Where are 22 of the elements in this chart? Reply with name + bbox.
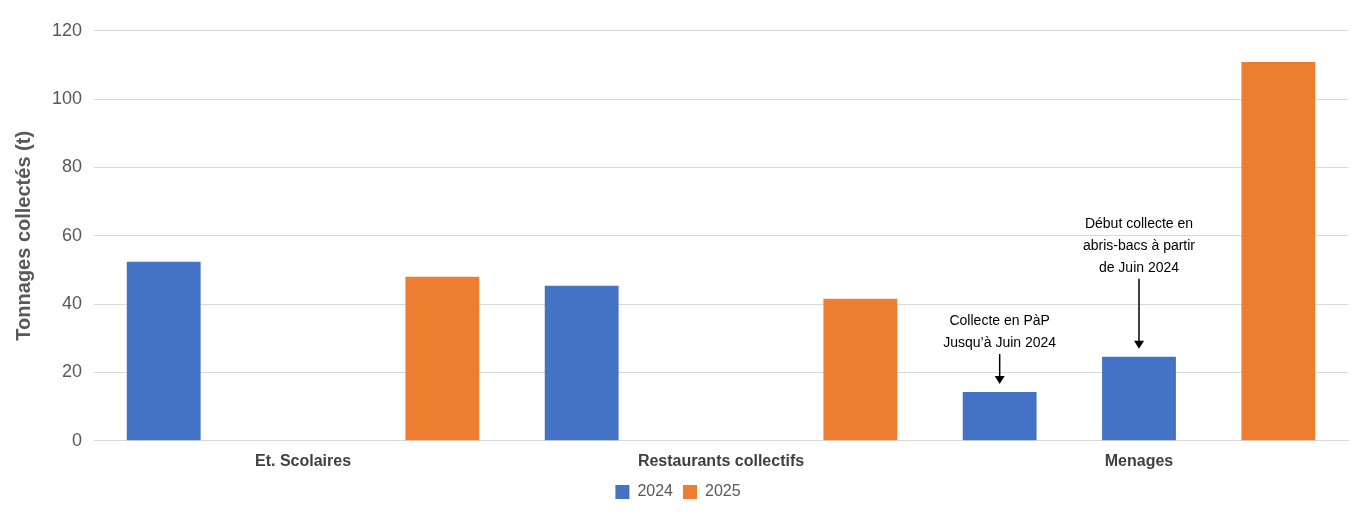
x-tick-label: Restaurants collectifs: [637, 451, 805, 469]
annotation: Début collecte en abris-bacs à partir de Juin 2024: [1082, 214, 1196, 275]
y-tick-label: 20: [62, 361, 83, 382]
y-tick-label: 40: [62, 293, 83, 314]
x-tick-label: Et. Scolaires: [255, 451, 352, 469]
bar: [823, 298, 898, 441]
bar: [1102, 356, 1176, 441]
legend-label: 2024: [637, 482, 674, 500]
bar: [405, 276, 480, 441]
legend-label: 2025: [705, 482, 741, 500]
annotation: Collecte en PàP Jusqu’à Juin 2024: [943, 311, 1057, 350]
bar: [962, 391, 1037, 441]
y-tick-label: 120: [51, 19, 83, 40]
bar: [126, 261, 201, 441]
x-tick-label: Menages: [1104, 451, 1174, 469]
bar: [1241, 61, 1316, 441]
y-tick-label: 60: [62, 224, 83, 245]
bar: [544, 285, 619, 441]
y-tick-label: 100: [51, 88, 83, 109]
y-tick-label: 0: [72, 429, 83, 450]
y-tick-label: 80: [62, 156, 83, 177]
y-axis-title: Tonnages collectés (t): [11, 130, 34, 341]
